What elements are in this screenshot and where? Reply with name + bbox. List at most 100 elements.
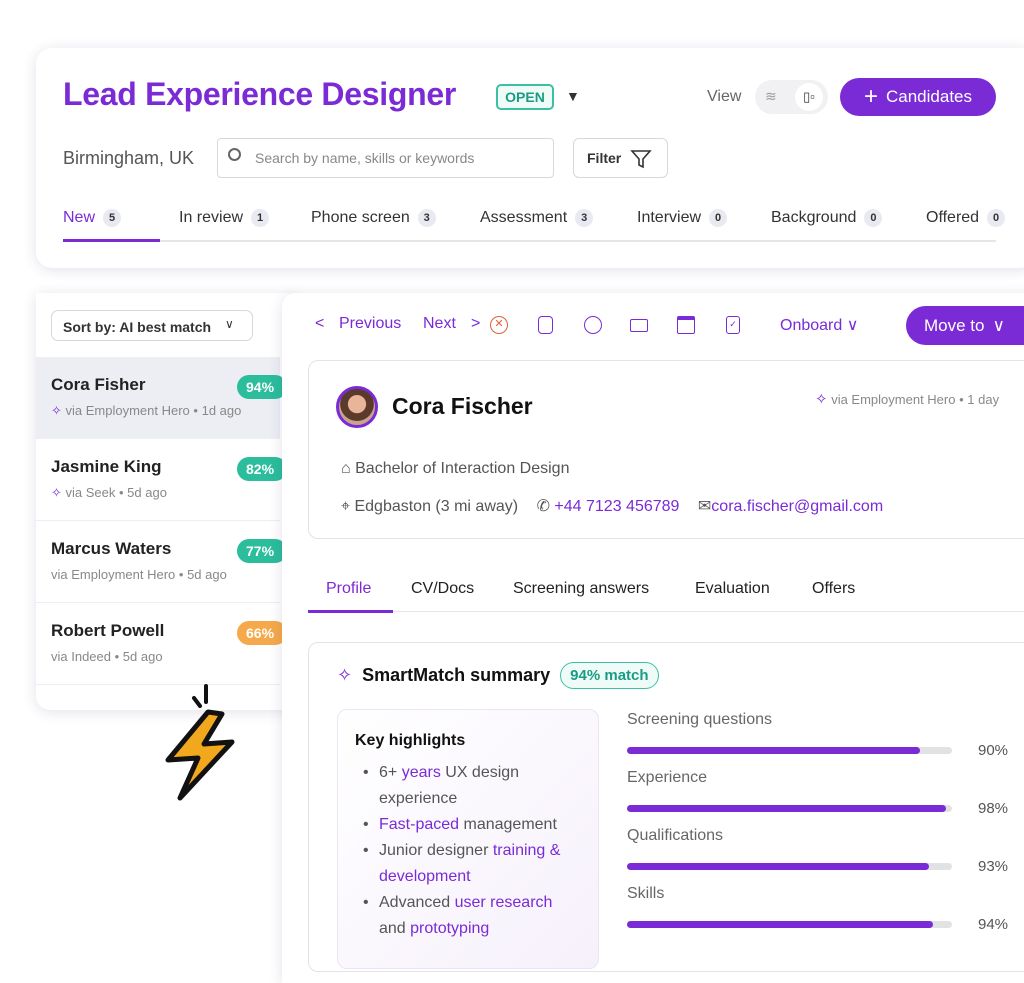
profile-tab-profile[interactable]: Profile: [326, 580, 372, 597]
candidate-card: [308, 360, 1024, 539]
location-pin-icon: ⌖: [341, 498, 351, 515]
profile-tabs-divider: [308, 611, 1024, 612]
add-candidates-button[interactable]: + Candidates: [840, 78, 996, 116]
stage-tab-label: Phone screen: [311, 209, 410, 226]
match-badge: 94%: [237, 375, 287, 399]
highlight-item: Fast-paced management: [355, 812, 580, 838]
search-input[interactable]: Search by name, skills or keywords: [217, 138, 554, 178]
chevron-down-icon: ∨: [225, 317, 234, 331]
source-text: via Indeed: [51, 649, 111, 664]
active-tab-underline: [63, 239, 160, 242]
score-bar: [627, 747, 952, 754]
smartmatch-header: ✧ SmartMatch summary 94% match: [337, 662, 659, 689]
highlight-keyword: user research: [454, 894, 553, 911]
profile-tab-offers[interactable]: Offers: [812, 580, 856, 597]
candidate-source: via Indeed • 5d ago: [51, 649, 280, 664]
stage-tab-interview[interactable]: Interview 0: [637, 209, 728, 227]
view-label: View: [707, 88, 742, 105]
next-button[interactable]: Next: [423, 315, 456, 332]
stage-tabs-divider: [63, 240, 996, 242]
caret-down-icon[interactable]: ▼: [566, 88, 580, 104]
highlight-keyword: training & development: [379, 842, 561, 885]
highlight-text: and: [379, 920, 411, 937]
candidate-list-item[interactable]: Cora Fisher ✧ via Employment Hero • 1d ag…: [36, 357, 287, 439]
highlight-text: UX design experience: [379, 764, 520, 807]
profile-tab-evaluation[interactable]: Evaluation: [695, 580, 770, 597]
profile-tab-screening-answers[interactable]: Screening answers: [513, 580, 650, 597]
score-label: Screening questions: [627, 711, 772, 728]
job-location: Birmingham, UK: [63, 148, 195, 168]
note-icon[interactable]: [538, 316, 553, 334]
filter-button[interactable]: Filter: [573, 138, 668, 178]
calendar-icon[interactable]: [677, 316, 695, 334]
education: ⌂ Bachelor of Interaction Design: [341, 460, 569, 478]
sparkle-icon: ✧: [815, 391, 828, 408]
onboard-dropdown[interactable]: Onboard ∨: [780, 315, 858, 335]
score-bar: [627, 863, 952, 870]
sparkle-icon: ✧: [51, 403, 66, 418]
highlight-item: Advanced user research and prototyping: [355, 890, 580, 942]
highlight-keyword: Fast-paced: [379, 816, 460, 833]
chevron-left-icon[interactable]: <: [315, 315, 325, 332]
stage-count-badge: 1: [251, 209, 270, 227]
candidate-source: ✧ via Seek • 5d ago: [51, 485, 280, 501]
status-badge: OPEN: [496, 84, 554, 110]
age-text: • 1d ago: [193, 403, 242, 418]
highlight-item: 6+ years UX design experience: [355, 760, 580, 812]
stage-tab-new[interactable]: New 5: [63, 209, 122, 227]
layers-icon[interactable]: ≋: [765, 88, 777, 104]
candidate-list-item[interactable]: Jasmine King ✧ via Seek • 5d ago 82%: [36, 439, 287, 521]
chevron-down-icon: ∨: [992, 315, 1005, 335]
stage-count-badge: 3: [575, 209, 594, 227]
mail-icon[interactable]: [630, 319, 648, 332]
filter-label: Filter: [587, 150, 622, 166]
stage-tab-background[interactable]: Background 0: [771, 209, 883, 227]
clipboard-icon[interactable]: ✓: [726, 316, 740, 334]
sparkle-icon: ✧: [51, 485, 66, 500]
highlight-text: Advanced: [379, 894, 455, 911]
board-view-icon[interactable]: ▯▫: [795, 83, 823, 111]
stage-tab-in-review[interactable]: In review 1: [179, 209, 270, 227]
stage-count-badge: 5: [103, 209, 122, 227]
chat-icon[interactable]: [584, 316, 602, 334]
previous-button[interactable]: Previous: [339, 315, 402, 332]
add-candidates-label: Candidates: [886, 87, 973, 106]
sparkle-icon: ✧: [337, 665, 353, 685]
profile-tab-cv-docs[interactable]: CV/Docs: [411, 580, 475, 597]
score-label: Experience: [627, 769, 708, 786]
reject-icon[interactable]: ✕: [490, 316, 508, 334]
stage-tab-offered[interactable]: Offered 0: [926, 209, 1006, 227]
stage-tab-label: Assessment: [480, 209, 568, 226]
move-to-button[interactable]: Move to ∨: [906, 306, 1024, 345]
contact-row: ⌖ Edgbaston (3 mi away) ✆ +44 7123 45678…: [341, 496, 883, 516]
score-value: 94%: [978, 916, 1009, 933]
score-label: Skills: [627, 885, 665, 902]
candidate-list-item[interactable]: Robert Powell via Indeed • 5d ago 66%: [36, 603, 287, 685]
sort-select[interactable]: Sort by: AI best match ∨: [51, 310, 253, 341]
highlight-keyword: prototyping: [410, 920, 490, 937]
age-text: • 1 day: [959, 392, 1000, 407]
candidate-source: via Employment Hero • 5d ago: [51, 567, 280, 582]
smartmatch-title: SmartMatch summary: [362, 665, 551, 685]
match-badge: 82%: [237, 457, 287, 481]
score-bar: [627, 805, 952, 812]
candidate-list-item[interactable]: Marcus Waters via Employment Hero • 5d ag…: [36, 521, 287, 603]
email-link[interactable]: cora.fischer@gmail.com: [711, 498, 884, 515]
sort-label: Sort by: AI best match: [63, 319, 212, 335]
candidate-name: Marcus Waters: [51, 539, 172, 558]
plus-icon: +: [863, 83, 878, 110]
view-toggle[interactable]: ≋ ▯▫: [755, 80, 828, 114]
avatar: [336, 386, 378, 428]
key-highlights-title: Key highlights: [355, 732, 466, 749]
source-text: via Employment Hero: [65, 403, 190, 418]
score-bar-fill: [627, 863, 930, 870]
highlight-text: management: [459, 816, 557, 833]
stage-tab-assessment[interactable]: Assessment 3: [480, 209, 594, 227]
stage-tab-label: Background: [771, 209, 857, 226]
age-text: • 5d ago: [178, 567, 227, 582]
highlight-keyword: years: [401, 764, 441, 781]
stage-tab-label: Offered: [926, 209, 980, 226]
stage-tab-phone-screen[interactable]: Phone screen 3: [311, 209, 436, 227]
chevron-right-icon[interactable]: >: [471, 315, 481, 332]
phone-link[interactable]: +44 7123 456789: [554, 498, 680, 515]
